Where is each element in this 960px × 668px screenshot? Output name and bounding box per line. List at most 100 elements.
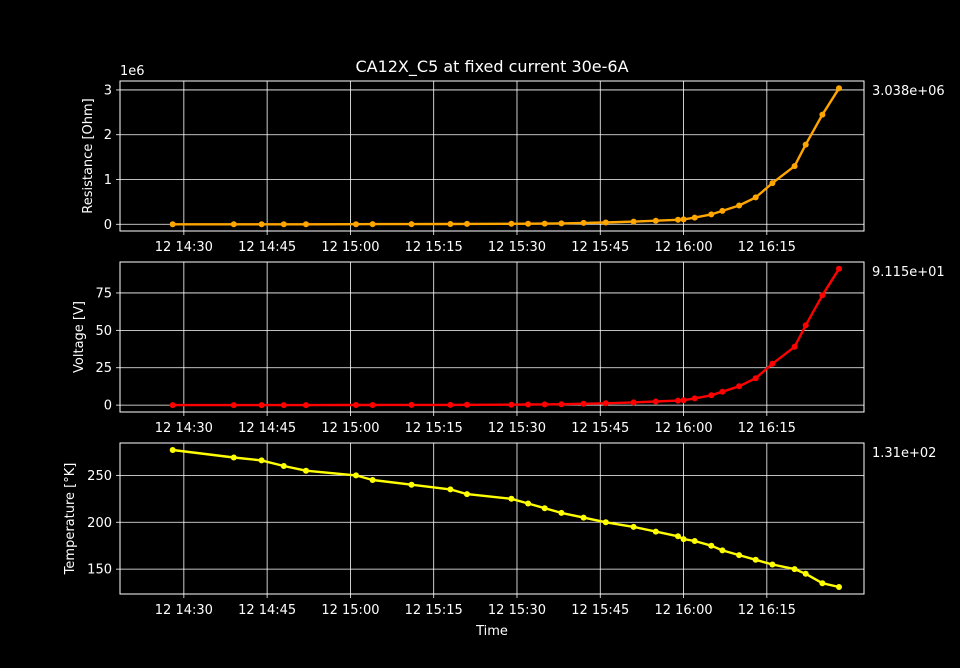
data-point bbox=[602, 519, 609, 526]
data-point bbox=[719, 207, 726, 214]
data-point bbox=[464, 491, 470, 498]
data-point bbox=[752, 556, 759, 563]
x-tick-label: 12 14:30 bbox=[155, 603, 213, 618]
y-axis-label: Resistance [Ohm] bbox=[81, 98, 96, 213]
x-tick-label: 12 14:45 bbox=[238, 603, 296, 618]
y-tick-label: 0 bbox=[104, 218, 112, 233]
data-point bbox=[691, 214, 698, 221]
data-point bbox=[791, 163, 798, 170]
data-point bbox=[169, 221, 176, 228]
data-point bbox=[558, 509, 565, 516]
data-point bbox=[691, 395, 698, 402]
subplot-resistance-ohm: 12 14:30 12 14:45 12 15:00 12 15:15 12 15:30… bbox=[81, 64, 945, 255]
plot-frame bbox=[119, 442, 865, 595]
data-point bbox=[802, 141, 809, 148]
data-point bbox=[508, 220, 515, 227]
data-point bbox=[802, 570, 809, 577]
data-point bbox=[719, 547, 726, 554]
data-point bbox=[630, 218, 637, 225]
data-point bbox=[691, 538, 698, 544]
x-tick-label: 12 15:00 bbox=[321, 603, 379, 618]
last-value-label: 9.115e+01 bbox=[872, 265, 945, 280]
data-point bbox=[752, 194, 759, 201]
data-point bbox=[303, 221, 309, 228]
y-tick-label: 3 bbox=[104, 83, 112, 98]
data-point bbox=[258, 457, 265, 464]
data-point bbox=[447, 486, 454, 493]
y-tick-label: 0 bbox=[104, 399, 112, 414]
x-tick-label: 12 15:45 bbox=[571, 240, 629, 255]
data-point bbox=[736, 202, 743, 209]
data-point bbox=[580, 400, 587, 407]
data-point bbox=[169, 402, 176, 409]
data-point bbox=[508, 401, 515, 408]
x-tick-label: 12 16:15 bbox=[738, 603, 796, 618]
data-point bbox=[558, 220, 565, 227]
data-point bbox=[675, 397, 681, 404]
data-point bbox=[680, 397, 687, 404]
x-tick-label: 12 15:15 bbox=[405, 240, 463, 255]
data-point bbox=[230, 454, 237, 461]
data-point bbox=[369, 221, 376, 228]
data-point bbox=[541, 220, 548, 227]
y-axis-label: Voltage [V] bbox=[72, 301, 87, 373]
data-point bbox=[719, 388, 726, 395]
data-point bbox=[369, 477, 376, 483]
data-point bbox=[447, 221, 454, 227]
x-tick-label: 12 14:45 bbox=[238, 421, 296, 436]
data-point bbox=[630, 523, 637, 530]
x-tick-label: 12 15:00 bbox=[321, 240, 379, 255]
data-point bbox=[369, 402, 376, 408]
data-point bbox=[680, 216, 687, 223]
data-point bbox=[708, 392, 715, 399]
last-value-label: 1.31e+02 bbox=[872, 446, 936, 461]
x-tick-label: 12 15:45 bbox=[571, 421, 629, 436]
data-point bbox=[303, 467, 309, 474]
data-point bbox=[769, 561, 776, 568]
data-point bbox=[408, 401, 415, 408]
x-tick-label: 12 14:30 bbox=[155, 240, 213, 255]
data-point bbox=[769, 360, 776, 367]
y-tick-label: 2 bbox=[104, 128, 112, 143]
data-point bbox=[558, 401, 565, 408]
x-tick-label: 12 16:15 bbox=[738, 240, 796, 255]
data-point bbox=[819, 111, 826, 118]
y-tick-label: 25 bbox=[95, 361, 112, 376]
data-point bbox=[464, 220, 470, 227]
data-point bbox=[819, 292, 826, 299]
data-point bbox=[230, 221, 237, 228]
data-point bbox=[580, 219, 587, 226]
data-point bbox=[652, 528, 659, 535]
data-point bbox=[736, 552, 743, 559]
y-tick-label: 75 bbox=[95, 286, 112, 301]
data-point bbox=[819, 580, 826, 587]
data-point bbox=[708, 542, 715, 549]
subplot-temperature-k: 12 14:30 12 14:45 12 15:00 12 15:15 12 15:30… bbox=[63, 442, 936, 639]
data-point bbox=[541, 505, 548, 512]
chart-title: CA12X_C5 at fixed current 30e-6A bbox=[355, 57, 628, 77]
data-point bbox=[525, 401, 532, 408]
data-point bbox=[280, 402, 287, 409]
y-offset-label: 1e6 bbox=[120, 64, 145, 79]
y-tick-label: 1 bbox=[104, 173, 112, 188]
data-point bbox=[675, 216, 681, 223]
data-point bbox=[708, 211, 715, 218]
data-point bbox=[169, 447, 176, 453]
data-point bbox=[652, 398, 659, 405]
data-point bbox=[508, 495, 515, 502]
y-axis-label: Temperature [°K] bbox=[63, 463, 78, 576]
data-point bbox=[791, 566, 798, 573]
last-value-label: 3.038e+06 bbox=[872, 84, 945, 99]
x-tick-label: 12 15:15 bbox=[405, 421, 463, 436]
plot-frame bbox=[119, 80, 865, 232]
x-tick-label: 12 15:45 bbox=[571, 603, 629, 618]
x-tick-label: 12 15:30 bbox=[488, 240, 546, 255]
data-point bbox=[408, 221, 415, 228]
data-point bbox=[680, 536, 687, 543]
data-point bbox=[836, 265, 842, 272]
x-tick-label: 12 16:00 bbox=[654, 240, 712, 255]
x-tick-label: 12 15:30 bbox=[488, 603, 546, 618]
x-tick-label: 12 16:00 bbox=[654, 603, 712, 618]
